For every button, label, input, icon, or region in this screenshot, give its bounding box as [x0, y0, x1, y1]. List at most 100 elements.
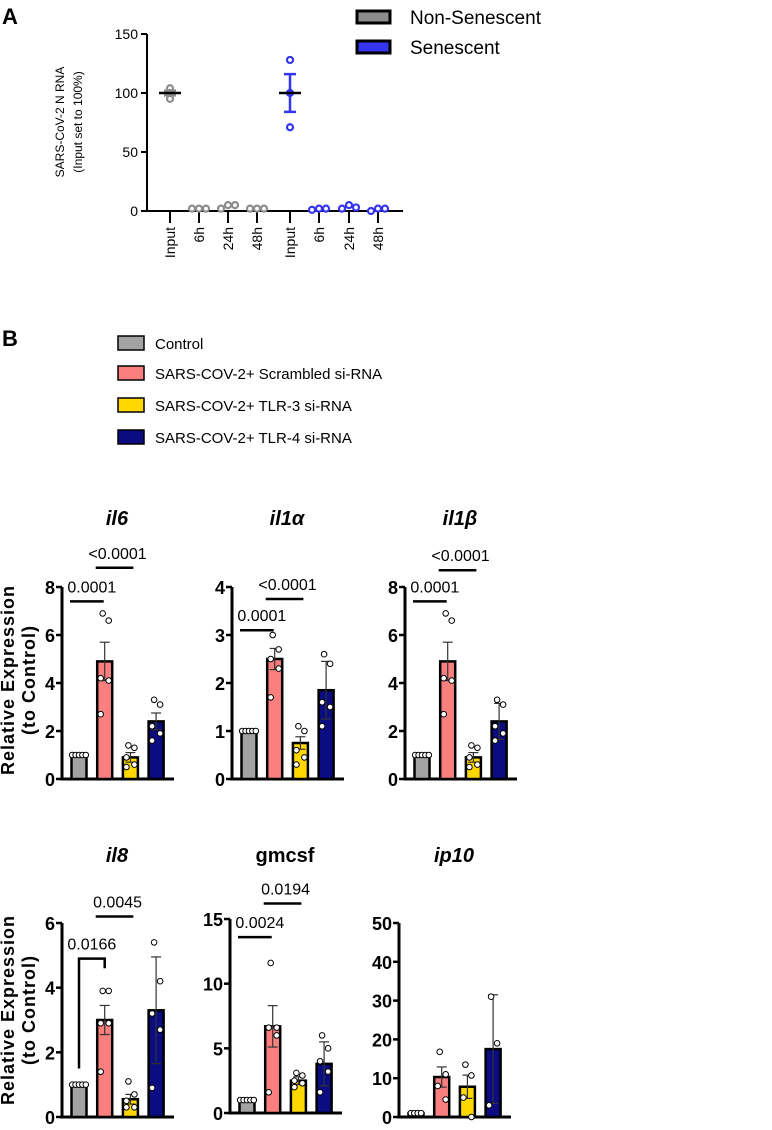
y-tick-label: 0	[45, 1108, 55, 1128]
data-point	[123, 1104, 130, 1111]
y-tick-label: 2	[45, 722, 55, 742]
p-value-label: <0.0001	[88, 546, 146, 563]
data-point	[99, 987, 106, 995]
y-axis-label: SARS-CoV-2 N RNA	[53, 67, 67, 178]
data-point	[499, 730, 507, 737]
subplot-title: gmcsf	[256, 845, 315, 867]
p-value-label: 0.0166	[67, 937, 116, 954]
data-point	[487, 993, 495, 1001]
data-point	[273, 1024, 281, 1031]
y-tick-label: 0	[130, 203, 138, 219]
data-point	[316, 1089, 324, 1096]
data-point	[216, 204, 226, 213]
y-tick-label: 40	[372, 953, 392, 973]
legend-label: SARS-COV-2+ TLR-3 si-RNA	[155, 398, 352, 415]
data-point	[187, 204, 197, 213]
data-point	[491, 722, 499, 730]
subplot-title: il1α	[270, 508, 306, 530]
data-point	[491, 737, 499, 744]
data-point	[321, 204, 331, 213]
data-point	[442, 1096, 450, 1103]
bar	[70, 1083, 88, 1119]
panel-label-a: A	[2, 4, 18, 29]
data-point	[105, 1019, 112, 1027]
y-tick-label: 4	[215, 578, 225, 598]
data-point	[293, 1069, 300, 1077]
data-point	[316, 1057, 324, 1065]
y-tick-label: 4	[388, 674, 398, 694]
data-point	[156, 701, 164, 708]
data-point	[293, 761, 300, 768]
data-point	[468, 1113, 475, 1121]
x-tick-label: 24h	[341, 227, 357, 250]
y-tick-label: 8	[45, 578, 55, 598]
bar	[70, 753, 88, 781]
data-point	[148, 1084, 156, 1092]
data-point	[131, 1091, 138, 1098]
data-point	[97, 1068, 104, 1076]
p-value-label: <0.0001	[258, 577, 316, 594]
y-tick-label: 0	[388, 770, 398, 790]
data-point	[123, 754, 130, 761]
subplot-gmcsf: gmcsf 0 5 10 15 0.0024 0.0194	[203, 845, 342, 1124]
y-tick-label: 4	[45, 674, 55, 694]
y-tick-label: 10	[372, 1069, 392, 1089]
y-tick-label: 6	[45, 914, 55, 934]
data-point	[436, 1048, 444, 1056]
data-point	[291, 1083, 298, 1091]
y-tick-label: 50	[372, 914, 392, 934]
y-tick-label: 0	[382, 1108, 392, 1128]
data-point	[105, 617, 112, 624]
data-point	[252, 204, 262, 213]
data-point	[299, 1079, 306, 1087]
data-point	[337, 204, 347, 213]
data-point	[156, 977, 164, 985]
x-tick-label: Input	[282, 227, 298, 258]
y-tick-label: 0	[45, 770, 55, 790]
bar	[265, 657, 284, 781]
data-point	[474, 744, 481, 752]
subplot-title: il1β	[443, 508, 478, 530]
y-tick-label: 2	[45, 1043, 55, 1063]
data-point	[285, 123, 295, 132]
data-point	[265, 1089, 273, 1096]
data-point	[468, 742, 475, 749]
x-tick-label: 48h	[370, 227, 386, 250]
y-tick-label: 6	[45, 626, 55, 646]
x-tick-label: 6h	[311, 227, 327, 243]
data-point	[301, 727, 308, 735]
y-axis-label: (to Control)	[19, 625, 39, 735]
data-point	[82, 1081, 90, 1088]
data-point	[267, 655, 275, 663]
subplot-il8: il8 0 2 4 6 0.0166 0.0045	[45, 845, 174, 1128]
data-point	[460, 1094, 467, 1101]
x-tick-label: 24h	[220, 227, 236, 250]
data-point	[105, 677, 112, 684]
data-point	[299, 1072, 306, 1079]
data-point	[499, 701, 507, 708]
data-point	[442, 1071, 450, 1078]
legend-label: Senescent	[410, 38, 501, 59]
data-point	[351, 203, 361, 212]
data-point	[314, 204, 324, 213]
legend-swatch	[355, 39, 392, 55]
data-point	[326, 703, 334, 711]
subplot-title: il8	[106, 845, 129, 867]
data-point	[201, 204, 211, 213]
data-point	[448, 677, 456, 684]
p-value-label: 0.0001	[67, 579, 116, 596]
data-point	[150, 696, 158, 704]
data-point	[318, 1032, 326, 1039]
y-tick-label: 3	[215, 626, 225, 646]
data-point	[318, 722, 326, 730]
p-value-label: 0.0001	[237, 608, 286, 625]
data-point	[440, 674, 448, 682]
data-point	[267, 959, 275, 967]
data-point	[123, 1097, 130, 1105]
data-point	[131, 744, 138, 752]
data-point	[434, 1082, 442, 1090]
data-point	[105, 987, 112, 995]
subplot-title: ip10	[434, 845, 474, 867]
legend-swatch	[117, 365, 145, 381]
